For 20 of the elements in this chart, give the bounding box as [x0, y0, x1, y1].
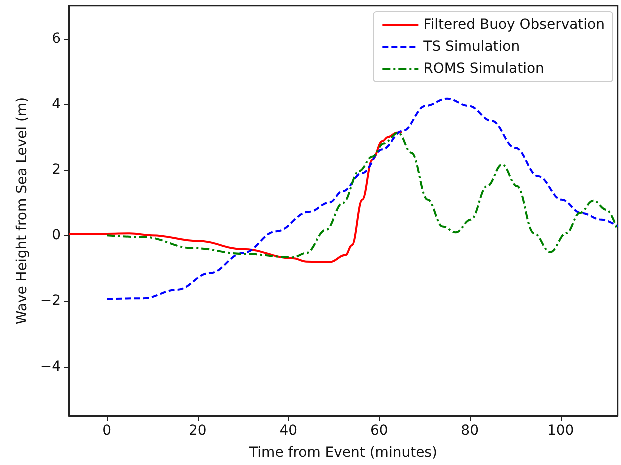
y-tick-label: 4 [52, 96, 62, 112]
x-axis-title: Time from Event (minutes) [248, 445, 438, 461]
x-tick-label: 20 [188, 423, 207, 439]
y-tick-label: 0 [52, 228, 61, 244]
legend-label: TS Simulation [422, 39, 520, 55]
y-tick-label: 2 [52, 162, 61, 178]
line-series [68, 131, 404, 264]
x-tick-label: 0 [102, 423, 112, 439]
y-tick-label: 6 [52, 30, 62, 47]
legend-label: ROMS Simulation [424, 61, 544, 77]
y-tick-label: −2 [40, 293, 61, 310]
x-tick-label: 60 [370, 423, 388, 439]
x-tick-label: 80 [461, 423, 479, 439]
line-series [106, 98, 619, 300]
x-tick-label: 40 [280, 423, 298, 439]
x-tick-label: 100 [547, 423, 574, 439]
legend-label: Filtered Buoy Observation [424, 17, 605, 33]
line-series [106, 132, 619, 259]
y-tick-label: −4 [40, 358, 62, 375]
y-axis-title: Wave Height from Sea Level (m) [14, 97, 30, 325]
